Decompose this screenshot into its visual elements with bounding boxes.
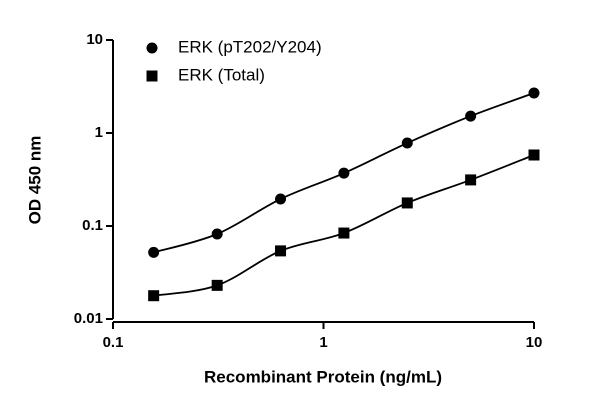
marker	[528, 149, 540, 161]
marker	[211, 228, 223, 240]
y-tick-label: 0.1	[82, 217, 103, 234]
y-tick-label: 0.01	[74, 310, 103, 327]
marker	[338, 167, 350, 179]
legend-marker	[146, 70, 158, 82]
marker	[148, 246, 160, 258]
marker	[401, 197, 413, 209]
y-tick-label: 1	[95, 124, 103, 141]
marker	[148, 290, 160, 302]
x-tick-label: 1	[319, 334, 327, 351]
x-tick-label: 10	[526, 334, 543, 351]
x-axis-title: Recombinant Protein (ng/mL)	[204, 367, 442, 386]
x-tick-label: 0.1	[103, 334, 124, 351]
marker	[465, 174, 477, 186]
marker	[275, 245, 287, 257]
marker	[401, 137, 413, 149]
legend-label: ERK (Total)	[178, 65, 265, 84]
y-axis-title: OD 450 nm	[25, 136, 44, 225]
marker	[275, 193, 287, 205]
marker	[528, 87, 540, 99]
marker	[338, 227, 350, 239]
legend-label: ERK (pT202/Y204)	[178, 37, 322, 56]
legend-marker	[146, 42, 158, 54]
marker	[465, 110, 477, 122]
marker	[211, 279, 223, 291]
y-tick-label: 10	[86, 31, 103, 48]
